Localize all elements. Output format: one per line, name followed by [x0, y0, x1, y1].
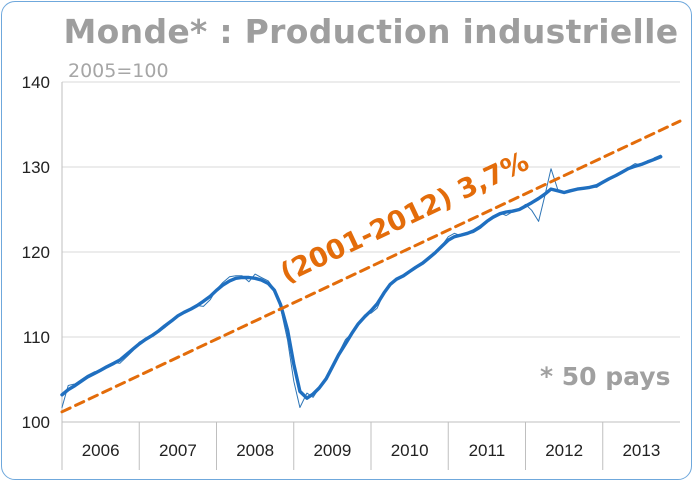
x-tick-label-2013: 2013 [622, 441, 660, 460]
x-tick-labels: 2006 2007 2008 2009 2010 2011 2012 2013 [82, 441, 661, 460]
x-tick-label-2009: 2009 [313, 441, 351, 460]
y-tick-label-130: 130 [22, 158, 50, 177]
x-tick-label-2012: 2012 [545, 441, 583, 460]
y-tick-label-100: 100 [22, 413, 50, 432]
y-tick-label-140: 140 [22, 73, 50, 92]
y-tick-label-110: 110 [23, 328, 50, 347]
x-tick-label-2011: 2011 [469, 441, 506, 460]
x-tick-label-2008: 2008 [236, 441, 274, 460]
axes [61, 82, 680, 470]
trend-line [60, 119, 682, 414]
x-tick-label-2007: 2007 [159, 441, 197, 460]
x-tick-label-2010: 2010 [391, 441, 429, 460]
series-group [60, 119, 682, 414]
footnote: * 50 pays [540, 362, 671, 391]
chart-title: Monde* : Production industrielle [63, 12, 679, 51]
y-tick-labels: 100 110 120 130 140 [22, 73, 50, 432]
y-tick-label-120: 120 [22, 243, 50, 262]
gridlines [62, 81, 680, 338]
chart-subtitle: 2005=100 [68, 60, 169, 82]
x-tick-label-2006: 2006 [82, 441, 120, 460]
series-smoothed-line [60, 155, 663, 400]
